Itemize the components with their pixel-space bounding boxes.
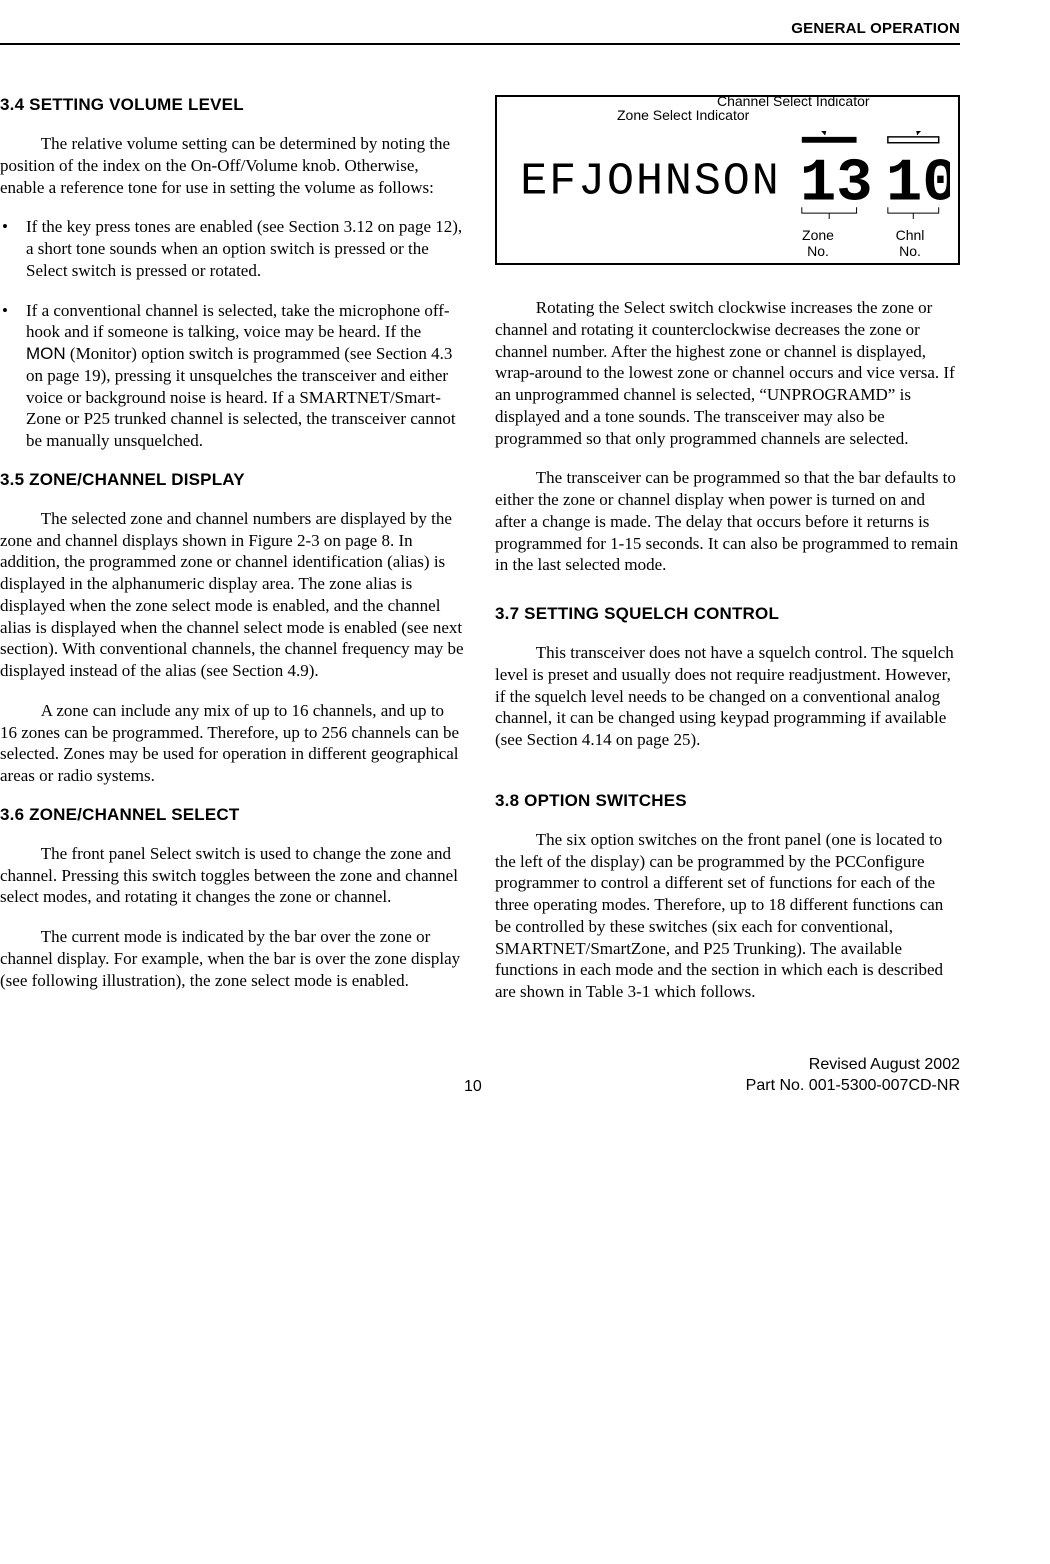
- para-bar-default: The transceiver can be programmed so tha…: [495, 467, 960, 576]
- para-3-7-1: This transceiver does not have a squelch…: [495, 642, 960, 751]
- running-header: GENERAL OPERATION: [0, 20, 960, 43]
- heading-3-6: 3.6 ZONE/CHANNEL SELECT: [0, 805, 465, 825]
- lcd-chnl-digits: 10: [886, 150, 950, 218]
- zone-select-indicator-label: Zone Select Indicator: [617, 107, 749, 123]
- zone-no-caption: ZoneNo.: [790, 228, 846, 259]
- lcd-svg: EFJOHNSON 13 10: [505, 131, 950, 219]
- para-3-8-1: The six option switches on the front pan…: [495, 829, 960, 1003]
- chnl-no-caption: ChnlNo.: [882, 228, 938, 259]
- footer-revised: Revised August 2002: [746, 1055, 960, 1076]
- mon-label: MON: [26, 344, 66, 363]
- para-3-6-2: The current mode is indicated by the bar…: [0, 926, 465, 991]
- lcd-figure: Channel Select Indicator Zone Select Ind…: [495, 95, 960, 265]
- lcd-alpha-text: EFJOHNSON: [520, 157, 780, 208]
- para-3-4-1: The relative volume setting can be deter…: [0, 133, 465, 198]
- heading-3-8: 3.8 OPTION SWITCHES: [495, 791, 960, 811]
- footer-right: Revised August 2002 Part No. 001-5300-00…: [746, 1055, 960, 1097]
- bullet-list-3-4: If the key press tones are enabled (see …: [0, 216, 465, 452]
- zone-indicator-bar: [802, 137, 857, 143]
- bullet-3-4-2a: If a conventional channel is selected, t…: [26, 301, 450, 342]
- heading-3-7: 3.7 SETTING SQUELCH CONTROL: [495, 604, 960, 624]
- heading-3-4: 3.4 SETTING VOLUME LEVEL: [0, 95, 465, 115]
- page-number: 10: [0, 1078, 746, 1096]
- para-3-5-1: The selected zone and channel numbers ar…: [0, 508, 465, 682]
- bullet-3-4-1: If the key press tones are enabled (see …: [0, 216, 465, 281]
- para-3-6-1: The front panel Select switch is used to…: [0, 843, 465, 908]
- right-column: Channel Select Indicator Zone Select Ind…: [495, 95, 960, 1021]
- left-column: 3.4 SETTING VOLUME LEVEL The relative vo…: [0, 95, 465, 1021]
- channel-indicator-bar: [888, 137, 939, 143]
- lcd-zone-digits: 13: [800, 150, 873, 218]
- lcd-svg-wrap: EFJOHNSON 13 10: [505, 131, 950, 219]
- page-footer: 10 Revised August 2002 Part No. 001-5300…: [0, 1055, 960, 1097]
- two-column-layout: 3.4 SETTING VOLUME LEVEL The relative vo…: [0, 95, 960, 1021]
- figure-bottom-captions: ZoneNo. ChnlNo.: [497, 228, 958, 259]
- figure-top-labels: Channel Select Indicator Zone Select Ind…: [497, 99, 958, 129]
- bullet-3-4-2b: (Monitor) option switch is programmed (s…: [26, 344, 456, 450]
- heading-3-5: 3.5 ZONE/CHANNEL DISPLAY: [0, 470, 465, 490]
- para-rot-select: Rotating the Select switch clockwise inc…: [495, 297, 960, 449]
- bullet-3-4-2: If a conventional channel is selected, t…: [0, 300, 465, 452]
- para-3-5-2: A zone can include any mix of up to 16 c…: [0, 700, 465, 787]
- header-rule: [0, 43, 960, 45]
- footer-part-no: Part No. 001-5300-007CD-NR: [746, 1076, 960, 1097]
- header-title: GENERAL OPERATION: [791, 20, 960, 37]
